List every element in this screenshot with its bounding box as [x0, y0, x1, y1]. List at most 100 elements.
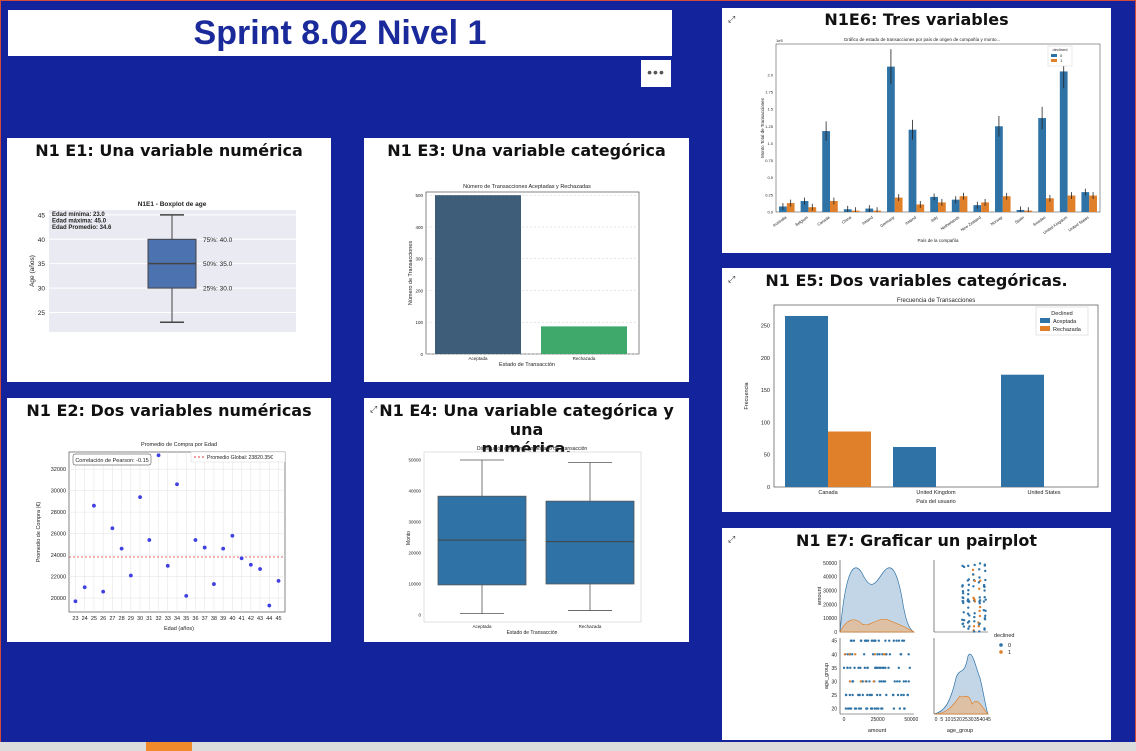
y-tick-label: 0: [767, 485, 770, 491]
card-e7[interactable]: ⤢ N1 E7: Graficar un pairplot 0 10000 2000…: [722, 528, 1111, 740]
y-tick-label: 28000: [51, 510, 66, 516]
scatter-point: [851, 693, 854, 697]
bar: [1002, 196, 1011, 212]
chart-title: Promedio de Compra por Edad: [141, 442, 217, 448]
scatter-point: [888, 653, 892, 656]
scatter-point: [972, 573, 975, 576]
scatter-point: [971, 568, 975, 572]
x-tick-label: Aceptada: [472, 624, 492, 629]
focus-mode-icon[interactable]: ⤢: [370, 404, 378, 414]
bar: [938, 202, 946, 212]
card-title-e4: N1 E4: Una variable categórica y una num…: [364, 401, 689, 458]
bar: [1067, 195, 1076, 212]
data-point: [119, 546, 124, 551]
focus-mode-icon[interactable]: ⤢: [728, 274, 736, 284]
scatter-point: [902, 693, 905, 697]
page-tab-active[interactable]: [146, 742, 192, 751]
scatter-point: [961, 564, 964, 568]
bar: [930, 196, 938, 212]
y-tick-label: 250: [761, 324, 770, 330]
scatter-point: [842, 666, 846, 670]
data-point: [184, 593, 189, 598]
bar: [1059, 71, 1068, 212]
scatter-point: [978, 596, 981, 599]
scatter-point: [967, 592, 970, 596]
x-tick-label: Ireland: [904, 215, 917, 226]
data-point: [92, 503, 96, 508]
chart-e4: Distribución del Monto por Estado de Tra…: [406, 446, 642, 636]
y-tick-label: 100: [761, 420, 770, 426]
y-tick-label: 25: [831, 693, 837, 699]
scatter-point: [978, 599, 982, 602]
legend-label: 1: [1008, 650, 1011, 656]
card-e3[interactable]: N1 E3: Una variable categórica Número de…: [364, 138, 689, 382]
card-e2[interactable]: N1 E2: Dos variables numéricas Promedio …: [7, 398, 331, 642]
scatter-point: [882, 653, 886, 656]
x-tick-label: Rechazada: [573, 356, 596, 361]
x-tick-label: 39: [220, 616, 226, 622]
legend-title: declined: [1053, 47, 1068, 52]
card-title-e3: N1 E3: Una variable categórica: [387, 141, 666, 160]
y-tick-label: 50: [764, 453, 770, 459]
scatter-point: [902, 639, 906, 642]
bar: [1001, 374, 1044, 487]
scatter-point: [973, 579, 977, 583]
scatter-point: [961, 622, 965, 625]
scatter-point: [875, 707, 878, 710]
y-tick-label: 35: [38, 261, 46, 268]
y-tick-label: 0: [834, 630, 837, 636]
scatter-point: [972, 585, 975, 588]
bar: [830, 201, 838, 212]
bar: [800, 201, 809, 212]
more-options-button[interactable]: •••: [641, 60, 671, 87]
scatter-point: [961, 599, 964, 603]
scatter-point: [898, 707, 902, 710]
scatter-point: [866, 639, 870, 642]
x-axis-label: Estado de Transacción: [499, 362, 555, 368]
scatter-point: [873, 639, 877, 642]
y-tick-label: 0.25: [765, 192, 774, 197]
card-e6[interactable]: ⤢ N1E6: Tres variables Gráfico de estado…: [722, 8, 1111, 253]
x-tick-label: 33: [165, 616, 171, 622]
scatter-point: [978, 630, 981, 633]
legend-label: Aceptada: [1053, 319, 1077, 325]
scatter-point: [961, 618, 964, 622]
y-tick-label: 1.75: [765, 90, 774, 95]
bar: [1038, 118, 1046, 212]
bar: [1081, 192, 1090, 212]
scatter-point: [961, 584, 964, 587]
card-e4[interactable]: ⤢ N1 E4: Una variable categórica y una n…: [364, 398, 689, 642]
x-tick-label: 36: [192, 616, 198, 622]
y-tick-label: 30000: [51, 489, 66, 495]
scatter-point: [978, 602, 981, 605]
scatter-point: [984, 578, 987, 582]
scatter-point: [896, 693, 900, 697]
x-tick-label: Canada: [818, 490, 838, 496]
x-tick-label: 26: [100, 616, 106, 622]
x-axis-label: País de la compañía: [917, 238, 959, 243]
legend-swatch: [1040, 318, 1050, 323]
x-tick-label: United Kingdom: [916, 490, 956, 496]
chart-e1: N1E1 - Boxplot de age 25 30 35 40 45 Age (años…: [29, 201, 296, 332]
scatter-point: [978, 576, 981, 579]
scatter-point: [870, 693, 873, 697]
scatter-point: [862, 653, 866, 656]
box: [545, 500, 635, 585]
scatter-point: [861, 680, 864, 683]
card-e5[interactable]: ⤢ N1 E5: Dos variables categóricas. Frec…: [722, 268, 1111, 512]
focus-mode-icon[interactable]: ⤢: [728, 534, 736, 544]
scatter-point: [983, 596, 986, 599]
card-e1[interactable]: N1 E1: Una variable numérica N1E1 - Boxp…: [7, 138, 331, 382]
legend-label: 0: [1060, 53, 1063, 58]
x-tick-label: Germany: [879, 215, 895, 229]
scatter-point: [868, 693, 871, 697]
scatter-point: [903, 707, 906, 710]
scatter-point: [977, 581, 981, 584]
scatter-point: [849, 639, 853, 642]
y-tick-label: 200: [761, 356, 770, 362]
focus-mode-icon[interactable]: ⤢: [728, 14, 736, 24]
scatter-point: [897, 639, 901, 642]
y-tick-label: 35: [831, 666, 837, 672]
y-tick-label: 25: [38, 310, 46, 317]
scatter-point: [908, 666, 911, 670]
